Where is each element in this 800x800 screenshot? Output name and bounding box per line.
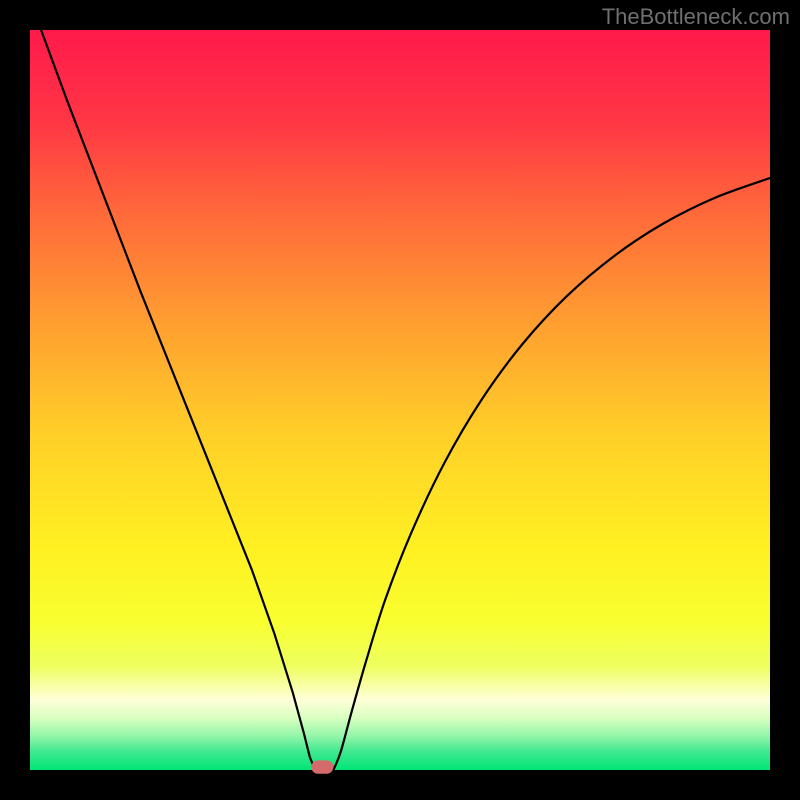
chart-stage: TheBottleneck.com — [0, 0, 800, 800]
optimum-marker — [311, 760, 333, 773]
watermark-text: TheBottleneck.com — [602, 4, 790, 30]
bottleneck-chart-svg — [0, 0, 800, 800]
plot-area — [30, 30, 770, 770]
